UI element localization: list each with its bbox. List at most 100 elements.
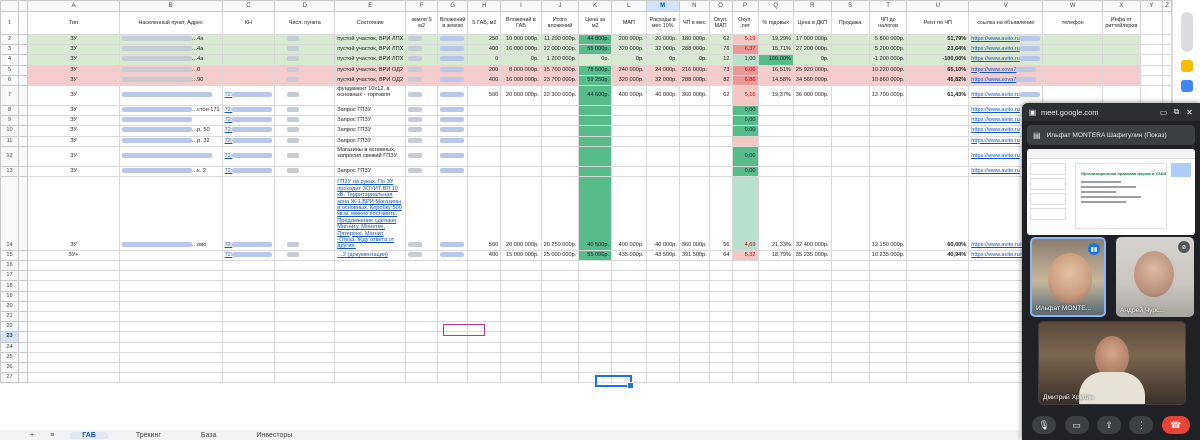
cell-e[interactable] — [334, 351, 407, 363]
cell-k[interactable] — [578, 165, 613, 177]
cell-o[interactable]: 76 — [708, 44, 733, 56]
cell-s[interactable] — [830, 74, 870, 86]
cell-a[interactable]: ЗУ — [27, 165, 120, 177]
column-header-c[interactable]: C — [221, 0, 276, 12]
cell-f[interactable] — [405, 104, 438, 117]
column-header-z[interactable]: Z — [1162, 0, 1172, 12]
cell-s[interactable] — [830, 115, 870, 127]
cell-m[interactable] — [645, 135, 680, 147]
cell-m[interactable] — [645, 331, 680, 343]
cell-b[interactable] — [118, 145, 223, 167]
cell-e[interactable] — [334, 331, 407, 343]
cell-f[interactable] — [405, 372, 438, 384]
cell-t[interactable] — [868, 331, 908, 343]
cell-e[interactable]: Запрос ГПЗУ — [334, 165, 407, 177]
cell-t[interactable]: 5 200 000р. — [868, 44, 908, 56]
cell-c[interactable]: 72: — [221, 125, 276, 137]
cell-p[interactable]: 0,00 — [731, 125, 759, 137]
cell-r[interactable] — [792, 260, 832, 272]
cell-n[interactable] — [678, 145, 710, 167]
cell-r[interactable]: 27 200 000р. — [792, 44, 832, 56]
pop-out-icon[interactable]: ⧉ — [1173, 107, 1180, 116]
cell-c[interactable]: 72: — [221, 115, 276, 127]
cell-c[interactable] — [221, 74, 276, 86]
cell-d[interactable] — [274, 341, 336, 353]
cell-m[interactable]: 20 000р. — [645, 33, 680, 46]
cell-g[interactable] — [436, 310, 469, 323]
cell-g[interactable] — [436, 351, 469, 363]
select-all-corner[interactable] — [0, 0, 20, 12]
cell-o[interactable] — [708, 125, 733, 137]
row-number[interactable]: 4 — [0, 54, 20, 66]
column-header-m[interactable]: M — [645, 0, 680, 12]
cell-b[interactable]: …р. 32 — [118, 135, 223, 147]
cell-s[interactable] — [830, 290, 870, 302]
cell-r[interactable]: 35 235 000р. — [792, 249, 832, 262]
cell-a[interactable]: ЗУ — [27, 135, 120, 147]
cell-o[interactable]: 56 — [708, 175, 733, 251]
cell-b[interactable]: …4а — [118, 33, 223, 46]
header-cell-q[interactable]: % годовых — [757, 11, 794, 35]
cell-s[interactable] — [830, 310, 870, 323]
cell-r[interactable] — [792, 165, 832, 177]
cell-o[interactable] — [708, 310, 733, 323]
cell-q[interactable] — [757, 321, 794, 333]
row-number[interactable]: 18 — [0, 280, 20, 292]
listing-link[interactable]: https://www.avito.ru — [971, 91, 1020, 98]
cell-d[interactable] — [274, 44, 336, 56]
cell-e[interactable] — [334, 300, 407, 313]
cell-n[interactable]: 0р. — [678, 54, 710, 66]
row-number[interactable]: 14 — [0, 175, 20, 251]
cell-e[interactable] — [334, 321, 407, 333]
cell-d[interactable] — [274, 361, 336, 374]
cell-l[interactable] — [611, 165, 647, 177]
row-number[interactable]: 22 — [0, 321, 20, 333]
cell-r[interactable] — [792, 270, 832, 282]
cell-d[interactable] — [274, 74, 336, 86]
cell-e[interactable]: пустой участок, ВРИ ЛПХ — [334, 54, 407, 66]
cell-y[interactable] — [1139, 33, 1164, 46]
cell-q[interactable]: 100,00% — [757, 54, 794, 66]
cell-a[interactable]: ЗУ — [27, 125, 120, 137]
cell-j[interactable]: 23 700 000р. — [540, 74, 580, 86]
cell-i[interactable]: 20 000 000р. — [500, 84, 542, 106]
cell-o[interactable]: 73 — [708, 64, 733, 76]
cell-d[interactable] — [274, 135, 336, 147]
cell-a[interactable] — [27, 372, 120, 384]
cell-u[interactable]: 60,00% — [906, 175, 970, 251]
cell-h[interactable] — [467, 115, 502, 127]
end-call-icon[interactable]: ☎ — [1161, 416, 1190, 434]
cell-c[interactable] — [221, 270, 276, 282]
cell-r[interactable]: 34 560 000р. — [792, 74, 832, 86]
row-number[interactable]: 3 — [0, 44, 20, 56]
spreadsheet-grid[interactable]: A B C D E F G H I J K L M N O P Q R S T U V W X Y Z 1 Тип Населенный… — [0, 0, 1172, 436]
vertical-scrollbar-thumb[interactable] — [1181, 12, 1193, 52]
cell-w[interactable] — [1042, 33, 1104, 46]
cell-i[interactable] — [500, 361, 542, 374]
cell-k[interactable]: 44 800р. — [578, 33, 613, 46]
row-number[interactable]: 7 — [0, 84, 20, 106]
cell-c[interactable] — [221, 280, 276, 292]
cell-p[interactable]: 6,37 — [731, 44, 759, 56]
cell-j[interactable] — [540, 290, 580, 302]
cell-l[interactable]: 320 000р. — [611, 44, 647, 56]
cell-h[interactable] — [467, 361, 502, 374]
cell-m[interactable]: 0р. — [645, 54, 680, 66]
cell-g[interactable] — [436, 33, 469, 46]
cell-e[interactable] — [334, 290, 407, 302]
cell-p[interactable] — [731, 260, 759, 272]
cell-n[interactable]: 288 000р. — [678, 74, 710, 86]
cell-x[interactable] — [1102, 74, 1141, 86]
cell-t[interactable]: 13 700 000р. — [868, 84, 908, 106]
cell-c[interactable] — [221, 321, 276, 333]
cell-e[interactable]: ГПЗУ на руках. По ЗУ проходит ЗОУИТ ВЛ 1… — [334, 175, 407, 251]
column-header-o[interactable]: O — [708, 0, 733, 12]
cell-h[interactable] — [467, 341, 502, 353]
cell-t[interactable] — [868, 372, 908, 384]
cell-e[interactable] — [334, 341, 407, 353]
cell-r[interactable] — [792, 331, 832, 343]
cell-d[interactable] — [274, 351, 336, 363]
cell-a[interactable]: ЗУ — [27, 64, 120, 76]
cell-p[interactable] — [731, 290, 759, 302]
cell-j[interactable] — [540, 331, 580, 343]
